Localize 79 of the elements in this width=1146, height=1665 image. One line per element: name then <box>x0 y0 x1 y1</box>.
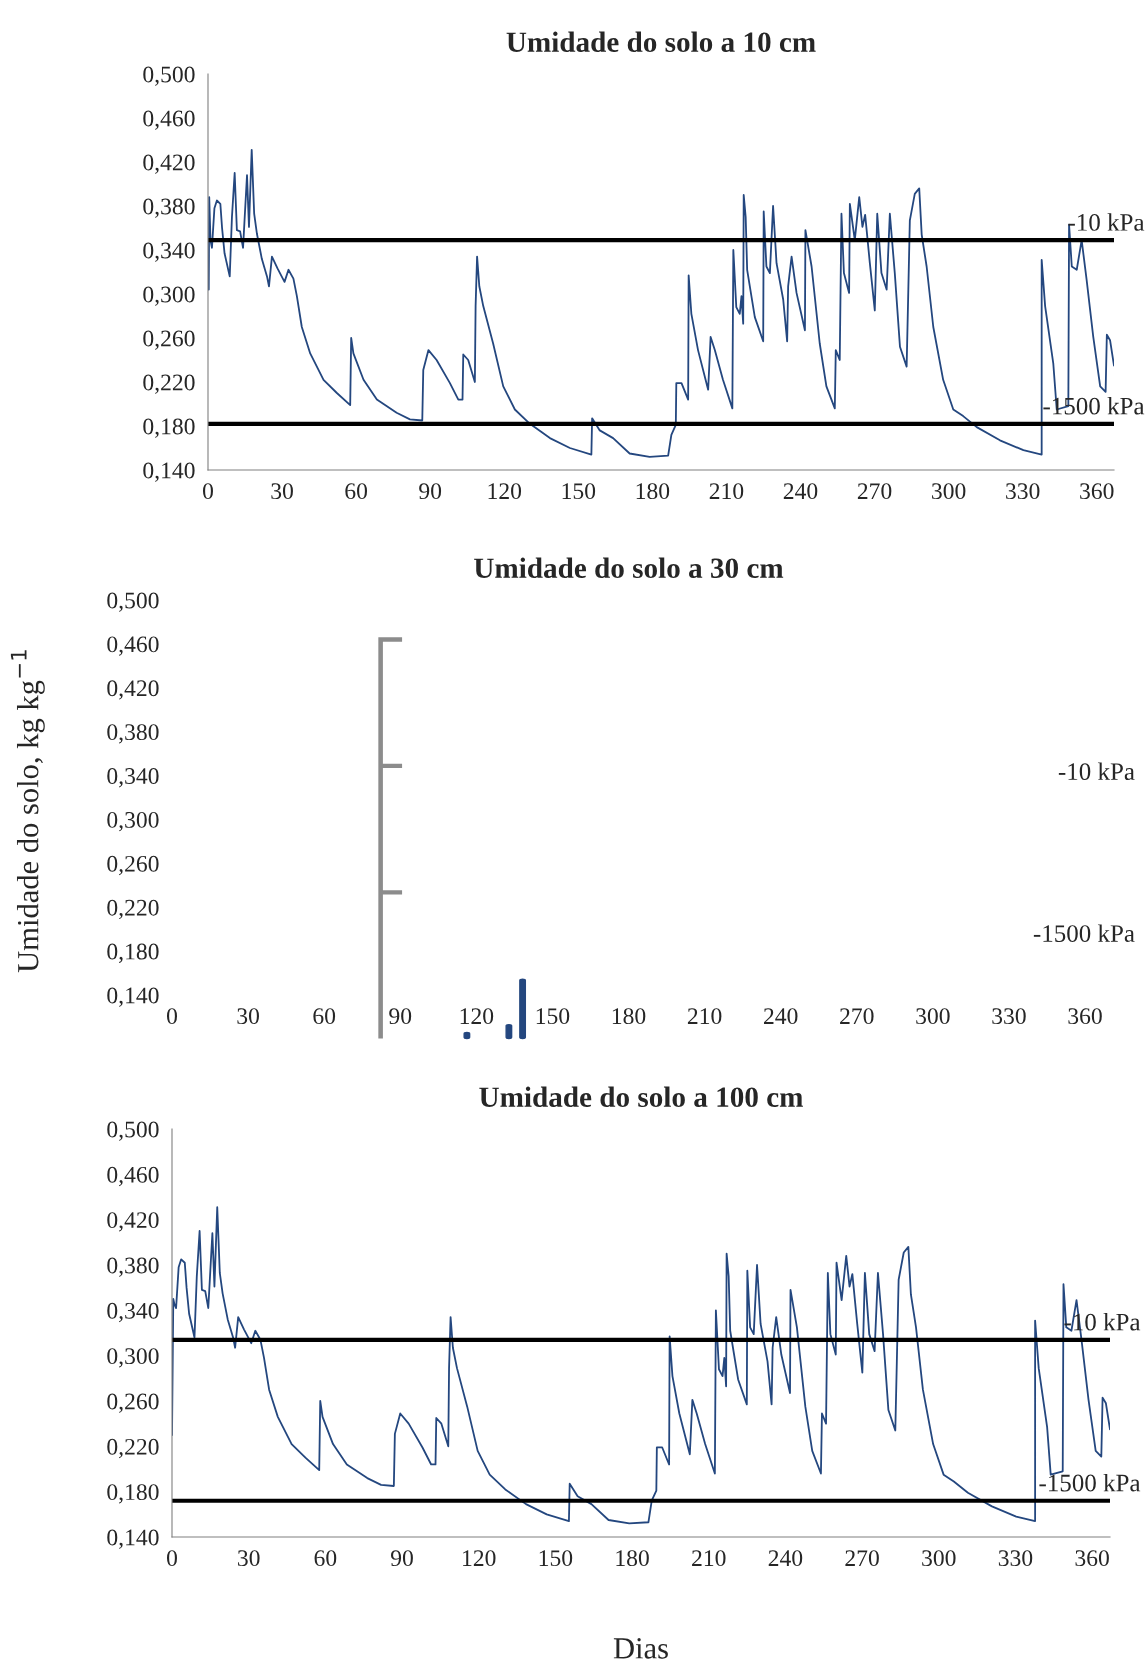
x-tick-label: 330 <box>992 1008 1026 1025</box>
y-tick-label: 0,380 <box>143 198 195 218</box>
x-tick-label: 240 <box>783 483 818 500</box>
x-tick-label: 60 <box>313 1008 336 1025</box>
y-tick-label: 0,220 <box>143 374 195 394</box>
x-tick-label: 270 <box>857 483 892 500</box>
x-tick-label: 30 <box>238 1550 260 1567</box>
y-tick-label: 0,260 <box>107 855 159 876</box>
y-tick-label: 0,340 <box>107 1302 159 1323</box>
x-tick-label: 300 <box>916 1008 950 1025</box>
y-tick-label: 0,500 <box>143 66 195 86</box>
x-tick-label: 150 <box>536 1008 570 1025</box>
x-tick-label: 180 <box>636 483 670 500</box>
x-tick-label: 30 <box>271 483 293 500</box>
y-tick-label: 0,500 <box>107 592 159 612</box>
y-tick-label: 0,340 <box>143 242 195 262</box>
y-tick-label: 0,420 <box>107 680 159 700</box>
x-tick-label: 60 <box>314 1550 337 1567</box>
y-tick-label: 0,300 <box>107 1348 159 1368</box>
y-tick-label: 0,140 <box>143 462 195 482</box>
x-tick-label: 270 <box>840 1008 874 1025</box>
annotation: -10 kPa <box>1058 762 1135 781</box>
x-tick-label: 0 <box>167 1008 177 1025</box>
x-tick-label: 330 <box>998 1550 1033 1567</box>
y-tick-label: 0,140 <box>107 1529 159 1549</box>
ref-line-label: -10 kPa <box>1068 213 1145 231</box>
x-tick-label: 210 <box>687 1008 722 1025</box>
x-tick-label: 60 <box>345 483 368 500</box>
y-tick-label: 0,300 <box>107 811 159 832</box>
x-axis-title: Dias <box>613 1638 668 1659</box>
x-tick-label: 120 <box>463 1550 496 1567</box>
x-tick-label: 90 <box>389 1008 412 1025</box>
x-tick-label: 120 <box>488 483 522 500</box>
annotation: -1500 kPa <box>1033 924 1135 943</box>
y-tick-label: 0,460 <box>107 636 159 656</box>
x-tick-label: 150 <box>539 1550 573 1567</box>
x-tick-label: 0 <box>203 483 213 500</box>
x-tick-label: 90 <box>419 483 442 500</box>
y-tick-label: 0,180 <box>107 1484 159 1504</box>
y-tick-label: 0,340 <box>107 768 159 788</box>
y-tick-label: 0,140 <box>107 987 159 1007</box>
x-tick-label: 300 <box>932 483 966 500</box>
y-tick-label: 0,220 <box>107 1438 159 1459</box>
chart-title: Umidade do solo a 10 cm <box>506 31 816 53</box>
y-axis-title: Umidade do solo, kg kg$^{−1}$ <box>10 650 45 973</box>
y-tick-label: 0,260 <box>107 1393 159 1413</box>
y-tick-label: 0,380 <box>107 1257 159 1277</box>
y-tick-label: 0,380 <box>107 724 159 744</box>
y-tick-label: 0,180 <box>107 943 159 963</box>
ref-line-label: -1500 kPa <box>1043 396 1145 415</box>
x-tick-label: 30 <box>237 1008 259 1025</box>
x-tick-label: 210 <box>692 1550 726 1567</box>
x-tick-label: 240 <box>763 1008 798 1025</box>
x-tick-label: 360 <box>1075 1550 1109 1567</box>
x-tick-label: 270 <box>845 1550 879 1567</box>
x-tick-label: 120 <box>460 1008 494 1025</box>
y-tick-label: 0,180 <box>143 418 195 438</box>
y-tick-label: 0,220 <box>107 899 159 920</box>
x-tick-label: 360 <box>1068 1008 1102 1025</box>
x-tick-label: 210 <box>709 483 744 500</box>
x-tick-label: 0 <box>167 1550 177 1567</box>
y-tick-label: 0,420 <box>107 1212 159 1232</box>
x-tick-label: 360 <box>1080 483 1114 500</box>
y-tick-label: 0,500 <box>107 1121 159 1141</box>
y-tick-label: 0,300 <box>143 286 195 306</box>
x-tick-label: 300 <box>922 1550 956 1567</box>
chart-title: Umidade do solo a 30 cm <box>474 557 784 579</box>
y-tick-label: 0,260 <box>143 330 195 350</box>
chart-title: Umidade do solo a 100 cm <box>479 1086 803 1108</box>
x-tick-label: 90 <box>390 1550 413 1567</box>
x-tick-label: 240 <box>768 1550 803 1567</box>
x-tick-label: 180 <box>612 1008 646 1025</box>
y-tick-label: 0,420 <box>143 154 195 174</box>
ref-line-label: -1500 kPa <box>1039 1473 1141 1492</box>
x-tick-label: 150 <box>562 483 596 500</box>
y-tick-label: 0,460 <box>143 110 195 130</box>
x-tick-label: 330 <box>1006 483 1040 500</box>
x-tick-label: 180 <box>616 1550 649 1567</box>
y-tick-label: 0,460 <box>107 1166 159 1187</box>
